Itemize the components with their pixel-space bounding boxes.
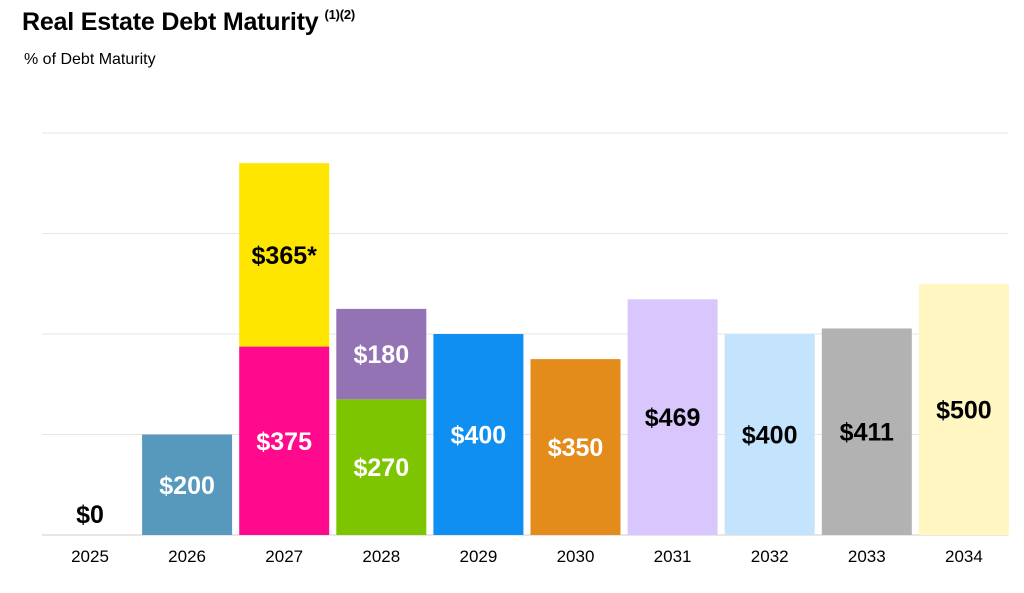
bar-data-label: $0 bbox=[76, 501, 104, 529]
chart-title-text: Real Estate Debt Maturity bbox=[22, 8, 319, 36]
chart-title: Real Estate Debt Maturity (1)(2) bbox=[22, 6, 356, 37]
bar-data-label: $350 bbox=[548, 434, 604, 462]
bar-data-label: $200 bbox=[159, 472, 215, 500]
bar-data-label: $365* bbox=[252, 242, 318, 270]
bar-data-label: $469 bbox=[645, 404, 701, 432]
bar-segment bbox=[724, 334, 815, 535]
x-tick-label: 2025 bbox=[71, 547, 109, 566]
bar-data-label: $500 bbox=[936, 396, 992, 424]
bar-segment bbox=[239, 346, 330, 535]
bar-segment bbox=[821, 328, 912, 535]
bar-segment bbox=[142, 434, 233, 535]
bar-data-label: $400 bbox=[451, 422, 507, 450]
x-tick-label: 2029 bbox=[459, 547, 497, 566]
bar-data-label: $180 bbox=[353, 341, 409, 369]
bar-segment bbox=[336, 308, 427, 400]
x-tick-label: 2026 bbox=[168, 547, 206, 566]
x-tick-label: 2033 bbox=[848, 547, 886, 566]
chart-subtitle: % of Debt Maturity bbox=[24, 51, 156, 68]
bar-segment bbox=[530, 359, 621, 535]
x-tick-label: 2030 bbox=[557, 547, 595, 566]
chart-title-footnote: (1)(2) bbox=[324, 6, 356, 22]
bar-segment bbox=[336, 399, 427, 535]
x-tick-label: 2027 bbox=[265, 547, 303, 566]
bar-segment bbox=[239, 163, 330, 347]
bar-data-label: $400 bbox=[742, 422, 798, 450]
x-tick-label: 2031 bbox=[654, 547, 692, 566]
bar-segment bbox=[433, 334, 524, 535]
x-tick-label: 2028 bbox=[362, 547, 400, 566]
x-tick-label: 2034 bbox=[945, 547, 983, 566]
x-tick-label: 2032 bbox=[751, 547, 789, 566]
bar-data-label: $270 bbox=[353, 454, 409, 482]
bar-segment bbox=[918, 283, 1009, 535]
bar-data-label: $411 bbox=[840, 419, 894, 447]
bar-segment bbox=[627, 299, 718, 535]
bar-data-label: $375 bbox=[256, 428, 312, 456]
